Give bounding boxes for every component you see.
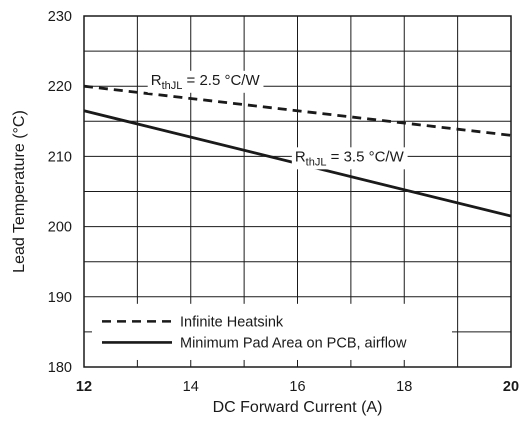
y-axis-ticks: 180 190 200 210 220 230 (48, 9, 72, 376)
y-tick-label: 200 (48, 220, 72, 236)
annotations: RthJL = 2.5 °C/W RthJL = 3.5 °C/W (147, 70, 408, 170)
series-line-infinite-heatsink (83, 84, 512, 137)
x-tick-label: 20 (503, 379, 519, 395)
x-tick-label: 18 (396, 379, 412, 395)
legend-label-infinite-heatsink: Infinite Heatsink (180, 314, 284, 330)
plot-frame (83, 15, 512, 368)
annotation-infinite-heatsink: RthJL = 2.5 °C/W (151, 72, 261, 92)
x-tick-label: 14 (183, 379, 199, 395)
x-tick-label: 12 (76, 379, 92, 395)
y-tick-label: 220 (48, 79, 72, 95)
annotation-background (147, 70, 264, 93)
y-tick-label: 230 (48, 9, 72, 25)
x-axis-ticks: 12 14 16 18 20 (76, 379, 519, 395)
y-axis-label: Lead Temperature (°C) (11, 110, 28, 273)
legend-background (92, 303, 452, 360)
y-tick-label: 180 (48, 360, 72, 376)
annotation-background (291, 147, 408, 170)
legend-label-minimum-pad-area: Minimum Pad Area on PCB, airflow (180, 335, 407, 351)
x-axis-label: DC Forward Current (A) (213, 399, 383, 416)
x-tick-label: 16 (289, 379, 305, 395)
annotation-minimum-pad-area: RthJL = 3.5 °C/W (295, 148, 405, 168)
legend: Infinite Heatsink Minimum Pad Area on PC… (92, 303, 452, 360)
y-tick-label: 190 (48, 290, 72, 306)
y-tick-label: 210 (48, 149, 72, 165)
